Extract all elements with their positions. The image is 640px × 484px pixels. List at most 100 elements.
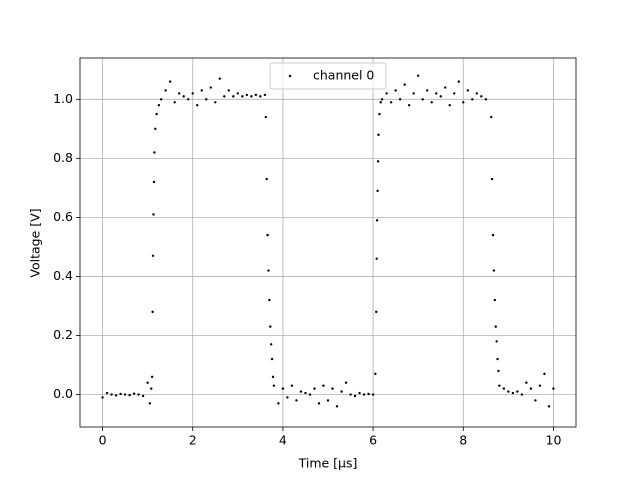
legend-label: channel 0	[313, 68, 374, 83]
data-point	[269, 325, 272, 328]
y-tick-label: 0.6	[53, 209, 73, 224]
x-tick-label: 8	[459, 433, 467, 448]
data-point	[290, 384, 294, 387]
data-point	[191, 92, 194, 95]
data-point	[490, 115, 493, 119]
data-point	[299, 390, 303, 393]
data-point	[507, 390, 510, 393]
data-point	[374, 372, 377, 376]
data-point	[375, 219, 379, 222]
data-point	[389, 101, 393, 104]
data-point	[200, 89, 203, 92]
x-tick-label: 6	[369, 433, 377, 448]
data-point	[173, 101, 176, 104]
data-point	[304, 391, 307, 395]
data-point	[475, 92, 478, 95]
data-point	[448, 104, 451, 107]
data-point	[270, 357, 274, 361]
x-tick-label: 2	[189, 433, 197, 448]
data-point	[218, 77, 221, 80]
data-point	[153, 151, 156, 154]
data-point	[376, 189, 379, 193]
data-point	[168, 80, 172, 83]
data-point	[502, 387, 506, 390]
data-point	[196, 104, 199, 107]
y-tick-label: 0.0	[53, 386, 73, 401]
data-point	[377, 133, 380, 136]
y-tick-label: 0.8	[53, 150, 73, 165]
data-point	[495, 340, 498, 343]
data-point	[375, 310, 378, 314]
data-point	[277, 402, 280, 405]
data-point	[241, 95, 244, 98]
legend-marker	[288, 74, 292, 78]
data-point	[496, 357, 499, 361]
data-point	[497, 369, 500, 373]
data-point	[430, 101, 433, 104]
data-point	[378, 112, 381, 116]
plot-frame	[79, 57, 577, 428]
data-point	[525, 381, 528, 384]
data-point	[494, 325, 497, 328]
data-point	[269, 343, 273, 346]
data-point	[159, 98, 163, 101]
data-point	[371, 393, 375, 396]
data-point	[335, 405, 339, 408]
data-point	[178, 92, 181, 95]
data-point	[187, 98, 190, 101]
data-point	[407, 104, 411, 107]
data-point	[151, 254, 155, 257]
data-point	[128, 393, 131, 397]
data-point	[444, 86, 447, 89]
data-point	[101, 396, 104, 399]
data-point	[150, 375, 154, 379]
data-point	[421, 98, 424, 101]
data-point	[344, 381, 348, 384]
x-tick-label: 10	[546, 433, 562, 448]
data-point	[105, 391, 109, 395]
data-point	[435, 92, 438, 95]
data-point	[543, 372, 546, 376]
data-point	[492, 269, 496, 272]
data-point	[264, 115, 267, 119]
data-point	[236, 92, 240, 95]
data-point	[534, 399, 537, 402]
data-point	[151, 310, 154, 314]
data-point	[265, 177, 268, 181]
data-point	[462, 101, 465, 104]
data-point	[353, 394, 357, 398]
data-point	[271, 375, 275, 379]
data-point	[123, 393, 127, 396]
data-point	[164, 89, 167, 92]
data-point	[245, 93, 249, 97]
data-point	[182, 95, 185, 98]
data-point	[250, 95, 253, 98]
data-point	[412, 92, 415, 95]
data-point	[331, 387, 334, 390]
y-tick-label: 0.2	[53, 327, 73, 342]
legend-box	[269, 62, 387, 90]
data-point	[152, 180, 156, 184]
data-point	[227, 89, 230, 92]
data-point	[453, 92, 456, 95]
data-point	[254, 93, 258, 97]
data-point	[209, 86, 212, 89]
data-point	[272, 384, 276, 387]
data-point	[362, 393, 366, 396]
data-point	[155, 112, 158, 116]
data-point	[232, 95, 235, 98]
data-point	[141, 394, 145, 398]
x-tick-label: 0	[99, 433, 107, 448]
data-point	[214, 101, 217, 104]
data-point	[547, 405, 551, 408]
data-point	[268, 298, 271, 302]
data-point	[146, 381, 149, 384]
data-point	[498, 384, 501, 387]
data-point	[516, 390, 519, 393]
data-point	[157, 104, 161, 107]
data-point	[416, 74, 420, 77]
data-point	[281, 387, 285, 390]
data-point	[340, 390, 343, 393]
data-point	[266, 233, 269, 237]
data-point	[376, 160, 380, 163]
